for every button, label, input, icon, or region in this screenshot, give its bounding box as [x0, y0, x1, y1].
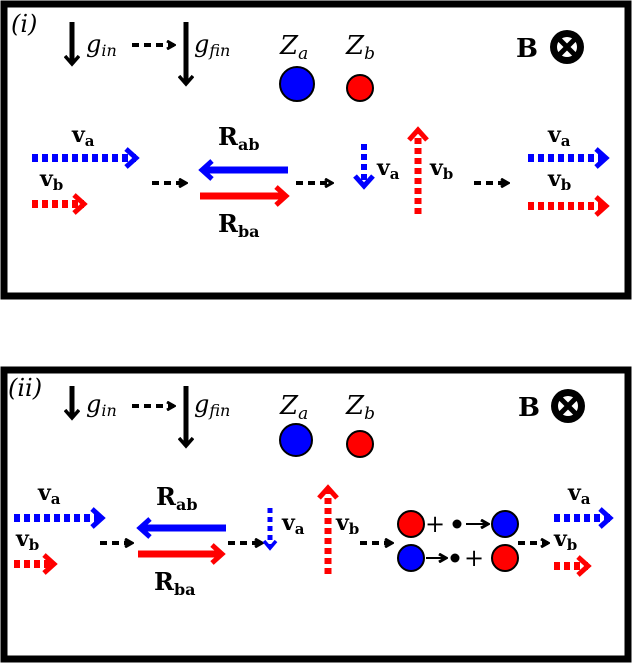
b-field-into-page-icon [551, 389, 585, 423]
species-a-circle [279, 66, 315, 102]
species-b-circle [397, 510, 425, 538]
plus-sign: + [464, 544, 484, 572]
species-a-circle [397, 544, 425, 572]
va-label-rotated: va [281, 510, 305, 538]
g-in-label: gin [86, 30, 117, 60]
plus-sign: + [425, 510, 445, 538]
panel-frame [0, 366, 632, 663]
species-a-circle [279, 423, 313, 457]
rab-label: Rab [218, 122, 260, 154]
b-field-label: B [518, 393, 540, 423]
species-b-circle [346, 430, 374, 458]
va-label-initial: va [37, 480, 61, 508]
panel-frame [0, 0, 632, 300]
electron-dot [450, 553, 460, 563]
rba-label: Rba [154, 567, 196, 599]
panel-label: (ii) [8, 374, 42, 402]
za-label: Za [279, 31, 308, 64]
species-b-circle [491, 544, 519, 572]
va-label-rotated: va [376, 155, 400, 183]
va-label-final: va [567, 480, 591, 508]
g-fin-label: gfin [194, 30, 230, 60]
reaction-a-to-b: + [397, 544, 519, 572]
species-a-circle [491, 510, 519, 538]
reaction-b-to-a: + [397, 510, 519, 538]
g-fin-label: gfin [194, 390, 230, 420]
panel-i: (i) gin gfin Za Zb B va vb Rab Rba [0, 0, 632, 300]
zb-label: Zb [345, 391, 375, 424]
electron-dot [452, 519, 462, 529]
rab-label: Rab [156, 482, 198, 514]
vb-label-final: vb [547, 166, 571, 194]
species-b-circle [346, 74, 374, 102]
panel-label: (i) [11, 10, 37, 38]
b-field-into-page-icon [550, 30, 584, 64]
vb-label-initial: vb [15, 526, 39, 554]
panel-ii: (ii) gin gfin Za Zb B va vb Rab Rba va v… [0, 366, 632, 663]
rba-label: Rba [218, 209, 260, 241]
va-label-final: va [547, 122, 571, 150]
b-field-label: B [516, 34, 538, 64]
g-in-label: gin [86, 390, 117, 420]
vb-label-initial: vb [39, 166, 63, 194]
va-label-initial: va [71, 122, 95, 150]
zb-label: Zb [345, 31, 375, 64]
vb-label-rotated: vb [335, 510, 359, 538]
za-label: Za [279, 391, 308, 424]
vb-label-final: vb [553, 526, 577, 554]
vb-label-rotated: vb [429, 155, 453, 183]
